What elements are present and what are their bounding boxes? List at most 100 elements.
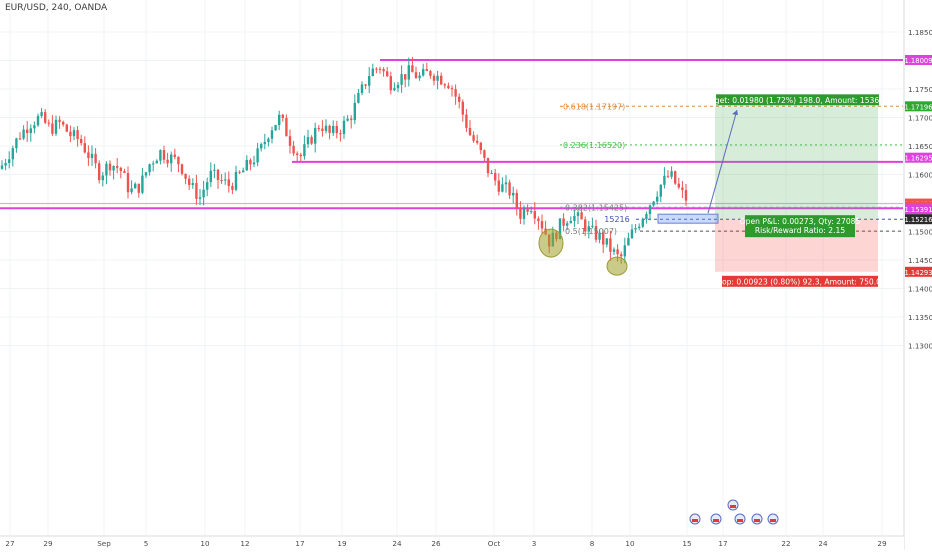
annotation-layer: 15216 Target: 0.01980 (1.72%) 198.0, Amou…	[538, 94, 892, 525]
candle-body	[389, 76, 392, 91]
price-tick-label: 1.15000	[908, 228, 932, 237]
candle-body	[296, 153, 299, 155]
price-tick-label: 1.17000	[908, 114, 932, 123]
candle-body	[407, 65, 410, 80]
candle-body	[479, 142, 482, 151]
candle-body	[22, 129, 25, 139]
candle-body	[580, 212, 583, 220]
candle-body	[29, 128, 32, 134]
candle-body	[490, 172, 493, 174]
price-tag[interactable]	[905, 204, 932, 215]
candle-body	[342, 120, 346, 135]
pnl-box	[745, 215, 855, 238]
candlestick-series	[0, 56, 688, 264]
price-tag-label: 1.16295	[904, 155, 932, 163]
price-tag-label: 1.18009	[904, 57, 932, 65]
candle-body	[166, 159, 169, 164]
candle-body	[447, 85, 450, 89]
candle-body	[162, 150, 166, 160]
long-position-tool[interactable]	[715, 106, 878, 272]
candle-body	[58, 119, 61, 122]
candle-body	[627, 238, 630, 246]
candle-body	[270, 130, 274, 139]
price-tag[interactable]	[905, 214, 932, 225]
candle-body	[137, 183, 140, 193]
time-tick-label: 15	[682, 539, 691, 548]
entry-marker-box[interactable]	[657, 213, 719, 224]
candle-body	[245, 159, 248, 171]
target-label-bg	[716, 94, 879, 106]
candle-body	[353, 102, 356, 121]
candle-body	[44, 112, 47, 123]
time-tick-label: 29	[877, 539, 887, 548]
candle-body	[634, 228, 637, 230]
time-tick-label: 26	[431, 539, 441, 548]
price-tick-label: 1.13500	[908, 313, 932, 322]
candle-body	[206, 182, 209, 190]
candle-body	[47, 122, 50, 124]
candle-body	[36, 116, 40, 126]
candle-body	[242, 170, 245, 173]
candle-body	[188, 178, 191, 185]
symbol-title: EUR/USD, 240, OANDA	[5, 3, 108, 13]
time-tick-label: Sep	[97, 539, 111, 548]
candle-body	[350, 118, 353, 121]
fib-level-label: 0.5(1.15007)	[565, 227, 617, 236]
candle-body	[656, 196, 659, 202]
candle-body	[314, 128, 317, 144]
price-tick-label: 1.17500	[908, 85, 932, 94]
price-tag-label: 1.14293	[904, 269, 932, 277]
candle-body	[40, 112, 43, 117]
candle-body	[112, 166, 115, 171]
candle-body	[584, 219, 587, 232]
fib-level-label: 0.382(1.15425)	[565, 203, 627, 212]
price-axis[interactable]: 1.185001.180001.175001.170001.165001.160…	[903, 0, 932, 550]
candle-body	[512, 192, 515, 196]
price-tag[interactable]	[905, 101, 932, 112]
candle-body	[126, 172, 130, 193]
candle-body	[681, 187, 684, 191]
candle-body	[677, 183, 680, 188]
candle-body	[357, 92, 360, 103]
candle-body	[177, 156, 180, 165]
candle-body	[494, 172, 497, 181]
candle-body	[4, 163, 7, 166]
price-tag[interactable]	[905, 152, 932, 163]
candle-body	[612, 249, 616, 252]
price-tag[interactable]	[905, 54, 932, 65]
candle-body	[566, 223, 569, 226]
candle-body	[396, 84, 400, 89]
candle-body	[573, 215, 576, 221]
time-axis[interactable]: 27 29 Sep 5 10 12 17 19 24 26 Oct 3 8 10 15 17 22 24 29	[0, 535, 904, 550]
candle-body	[508, 182, 511, 196]
candle-body	[33, 125, 36, 129]
flag-icon	[737, 519, 743, 522]
time-tick-label: 24	[392, 539, 402, 548]
candle-body	[465, 114, 468, 128]
candle-body	[191, 183, 194, 185]
target-zone[interactable]	[715, 106, 878, 220]
candle-body	[659, 184, 662, 197]
candle-body	[375, 68, 378, 70]
candle-body	[306, 137, 310, 145]
candle-body	[116, 166, 119, 168]
candle-body	[476, 140, 479, 143]
flag-icon	[754, 519, 760, 522]
price-tag-label: 1.17196	[904, 103, 932, 111]
candle-body	[414, 72, 418, 79]
candle-body	[540, 221, 544, 229]
candle-body	[252, 162, 256, 165]
candle-body	[594, 225, 598, 240]
candle-body	[80, 138, 83, 144]
candle-body	[558, 218, 562, 240]
price-tag[interactable]	[905, 266, 932, 277]
candle-body	[562, 218, 565, 226]
target-label: Target: 0.01980 (1.72%) 198.0, Amount: 1…	[703, 96, 892, 105]
candle-body	[497, 180, 500, 192]
candle-body	[87, 152, 90, 159]
candle-body	[652, 201, 655, 206]
candle-body	[299, 154, 302, 157]
candle-body	[324, 125, 328, 131]
